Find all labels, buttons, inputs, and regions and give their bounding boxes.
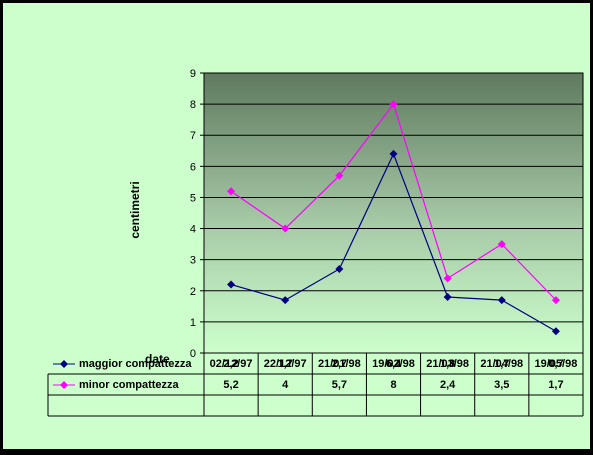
data-point: [335, 171, 344, 180]
x-tick-label: 19/02/98: [372, 358, 415, 370]
x-tick-label: 02/12/97: [210, 358, 253, 370]
legend-key-marker: [60, 360, 68, 368]
y-tick-label: 5: [190, 192, 196, 204]
y-tick-label: 4: [190, 224, 196, 236]
x-tick-label: 21/04/98: [480, 358, 523, 370]
y-tick-label: 8: [190, 99, 196, 111]
y-axis-label: centimetri: [128, 181, 142, 238]
line-chart: 0 1 2 3 4 5 6 7 8 9 centimetri date 02/12/97 22/12…: [47, 68, 584, 417]
y-tick-label: 9: [190, 68, 196, 80]
x-tick-label: 19/05/98: [535, 358, 578, 370]
data-point: [551, 327, 560, 336]
x-tick-label: 22/12/97: [264, 358, 307, 370]
y-tick-label: 2: [190, 286, 196, 298]
y-tick-label: 0: [190, 348, 196, 360]
data-table-cell: 5,2: [223, 379, 238, 391]
data-table-cell: 1,7: [278, 358, 293, 370]
x-tick-label: 21/01/98: [318, 358, 361, 370]
y-tick-label: 1: [190, 317, 196, 329]
data-point: [497, 240, 506, 249]
data-table-cell: 1,7: [494, 358, 509, 370]
data-table-cell: 4: [282, 379, 289, 391]
data-table-cell: 2,7: [332, 358, 347, 370]
data-point: [335, 265, 344, 273]
data-point: [497, 296, 506, 305]
data-table-cell: 1,7: [548, 379, 563, 391]
x-axis-label: date: [145, 352, 170, 366]
y-tick-label: 3: [190, 255, 196, 267]
data-point: [443, 274, 452, 283]
data-table-cell: 1,8: [440, 358, 455, 370]
data-point: [227, 187, 236, 196]
data-table-cell: 8: [390, 379, 396, 391]
plot-border: [203, 72, 584, 354]
data-table-cell: 3,5: [494, 379, 509, 391]
legend-key-marker: [60, 381, 68, 389]
data-point: [227, 280, 236, 289]
data-table-cell: 2,4: [440, 379, 456, 391]
y-tick-label: 6: [190, 161, 196, 173]
x-tick-label: 21/03/98: [426, 358, 469, 370]
y-tick-label: 7: [190, 130, 196, 142]
data-table-cell: 2,2: [223, 358, 238, 370]
data-point: [389, 100, 398, 109]
data-point: [281, 224, 290, 233]
legend-entry: maggior compattezza: [79, 358, 192, 370]
data-table-cell: 6,4: [386, 358, 402, 370]
data-point: [389, 149, 398, 158]
data-point: [551, 296, 560, 305]
plot-area: [204, 73, 583, 353]
data-table-cell: 0,7: [548, 358, 563, 370]
data-point: [281, 296, 290, 305]
legend-entry: minor compattezza: [79, 379, 180, 391]
data-point: [443, 293, 452, 301]
data-table-cell: 5,7: [332, 379, 347, 391]
